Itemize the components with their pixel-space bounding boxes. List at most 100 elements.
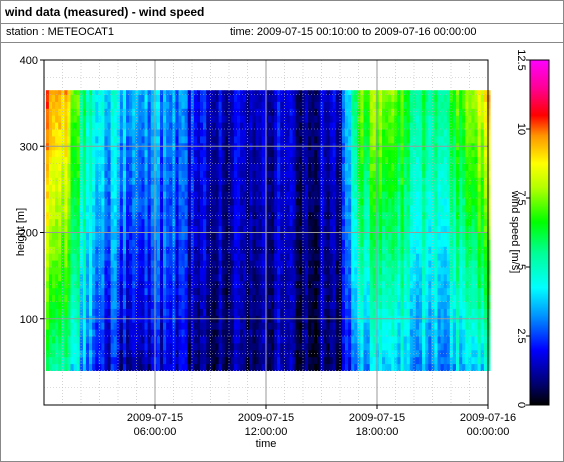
heatmap-cell: [218, 232, 223, 240]
heatmap-cell: [95, 342, 99, 351]
heatmap-cell: [335, 115, 340, 123]
heatmap-cell: [156, 322, 161, 330]
heatmap-cell: [230, 115, 235, 123]
heatmap-cell: [203, 129, 207, 137]
heatmap-cell: [160, 322, 164, 330]
heatmap-cell: [129, 267, 133, 275]
heatmap-cell: [341, 356, 346, 365]
heatmap-cell: [252, 336, 257, 344]
heatmap-cell: [406, 308, 411, 316]
heatmap-cell: [178, 273, 183, 282]
heatmap-cell: [70, 115, 75, 123]
heatmap-cell: [190, 273, 195, 282]
heatmap-cell: [82, 342, 87, 351]
heatmap-cell: [104, 260, 108, 268]
heatmap-cell: [181, 287, 186, 296]
heatmap-cell: [169, 156, 173, 164]
heatmap-cell: [394, 101, 398, 109]
heatmap-cell: [286, 115, 290, 123]
heatmap-cell: [95, 260, 99, 268]
heatmap-cell: [366, 122, 371, 130]
heatmap-cell: [116, 239, 121, 247]
heatmap-cell: [363, 122, 368, 130]
heatmap-cell: [197, 246, 201, 254]
heatmap-cell: [101, 253, 105, 261]
heatmap-cell: [258, 329, 263, 337]
heatmap-cell: [351, 135, 355, 144]
heatmap-cell: [320, 156, 324, 164]
heatmap-cell: [230, 225, 235, 233]
heatmap-cell: [317, 204, 321, 213]
heatmap-cell: [82, 101, 87, 109]
heatmap-cell: [246, 90, 250, 95]
heatmap-cell: [218, 163, 223, 171]
heatmap-cell: [237, 108, 241, 116]
heatmap-cell: [283, 170, 287, 178]
heatmap-cell: [116, 129, 121, 137]
heatmap-cell: [119, 349, 124, 358]
heatmap-cell: [406, 218, 411, 227]
heatmap-cell: [397, 184, 401, 192]
heatmap-cell: [101, 363, 105, 371]
heatmap-cell: [85, 356, 90, 365]
heatmap-cell: [119, 184, 124, 192]
heatmap-cell: [175, 308, 179, 316]
heatmap-cell: [79, 211, 84, 220]
heatmap-cell: [187, 294, 192, 302]
heatmap-cell: [298, 177, 303, 185]
heatmap-cell: [89, 280, 93, 289]
heatmap-cell: [129, 204, 133, 213]
heatmap-cell: [298, 342, 303, 351]
heatmap-cell: [412, 108, 417, 116]
heatmap-cell: [329, 156, 334, 164]
heatmap-cell: [329, 129, 334, 137]
heatmap-cell: [403, 211, 408, 220]
heatmap-cell: [286, 294, 290, 302]
heatmap-cell: [160, 308, 164, 316]
heatmap-cell: [79, 122, 84, 130]
heatmap-cell: [277, 218, 281, 227]
heatmap-cell: [415, 184, 420, 192]
heatmap-cell: [412, 349, 417, 358]
heatmap-cell: [95, 218, 99, 227]
heatmap-cell: [378, 129, 383, 137]
heatmap-cell: [61, 308, 65, 316]
heatmap-cell: [206, 135, 210, 144]
heatmap-cell: [243, 260, 247, 268]
heatmap-cell: [175, 301, 179, 309]
heatmap-cell: [301, 115, 306, 123]
heatmap-cell: [304, 329, 309, 337]
heatmap-cell: [323, 177, 327, 185]
heatmap-cell: [289, 308, 294, 316]
heatmap-cell: [70, 184, 75, 192]
heatmap-cell: [193, 135, 198, 144]
heatmap-cell: [218, 239, 223, 247]
heatmap-cell: [58, 225, 62, 233]
heatmap-cell: [178, 122, 183, 130]
heatmap-cell: [95, 225, 99, 233]
heatmap-cell: [375, 156, 380, 164]
heatmap-cell: [320, 308, 324, 316]
heatmap-cell: [372, 156, 377, 164]
heatmap-cell: [110, 253, 115, 261]
heatmap-cell: [406, 273, 411, 282]
heatmap-cell: [197, 280, 201, 289]
heatmap-cell: [338, 267, 343, 275]
heatmap-cell: [224, 253, 229, 261]
heatmap-cell: [338, 184, 343, 192]
heatmap-cell: [243, 267, 247, 275]
heatmap-cell: [332, 90, 337, 95]
heatmap-cell: [48, 122, 53, 130]
heatmap-cell: [283, 329, 287, 337]
heatmap-cell: [141, 356, 146, 365]
heatmap-cell: [135, 191, 139, 199]
heatmap-cell: [166, 260, 170, 268]
heatmap-cell: [85, 184, 90, 192]
heatmap-cell: [255, 294, 260, 302]
heatmap-cell: [98, 363, 102, 371]
heatmap-cell: [184, 336, 189, 344]
heatmap-cell: [172, 329, 176, 337]
heatmap-cell: [298, 294, 303, 302]
heatmap-cell: [237, 191, 241, 199]
heatmap-cell: [224, 308, 229, 316]
